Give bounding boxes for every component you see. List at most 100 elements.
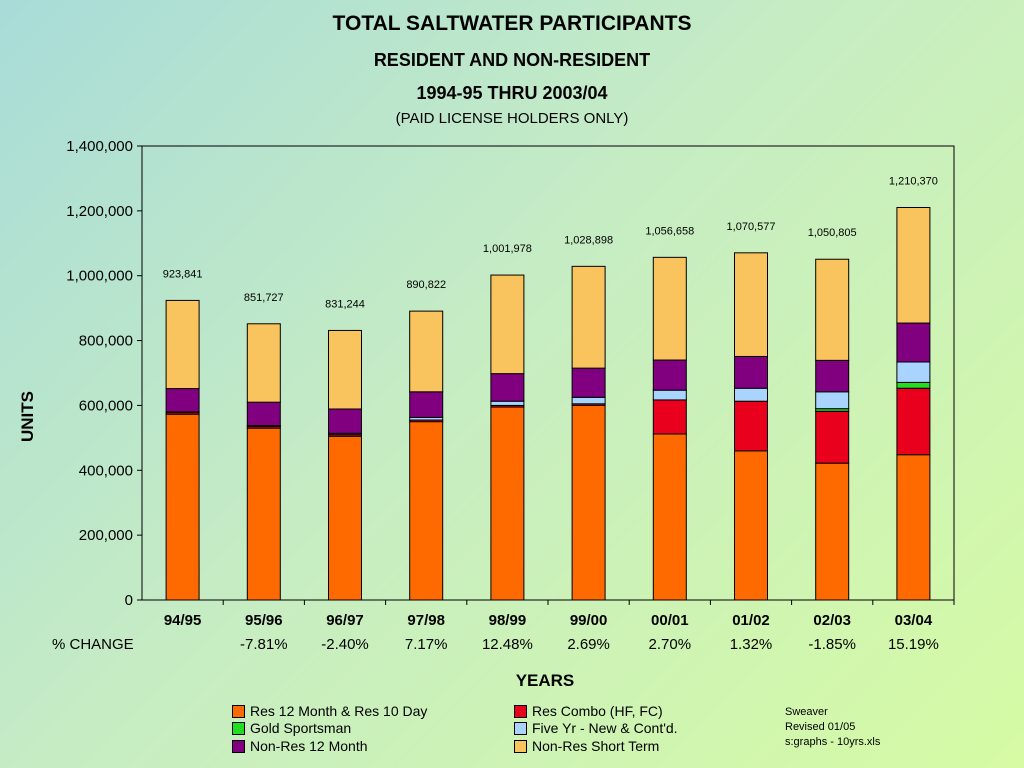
- bar-segment: [815, 462, 850, 601]
- legend-swatch: [232, 739, 245, 753]
- bar-segment: [896, 381, 931, 389]
- y-tick-label: 1,000,000: [66, 268, 133, 285]
- bar-segment: [328, 408, 362, 434]
- bar-segment: [734, 400, 768, 452]
- legend-item-res12: Res 12 Month & Res 10 Day: [232, 703, 427, 719]
- bar-total-label: 923,841: [163, 268, 203, 280]
- bar-segment: [815, 410, 850, 464]
- bar-segment: [165, 388, 200, 413]
- bar-segment: [815, 258, 850, 361]
- bar-segment: [815, 391, 850, 410]
- bar-segment: [490, 400, 525, 406]
- bar-total-label: 1,001,978: [483, 243, 532, 255]
- pct-change-value: 2.69%: [567, 636, 610, 653]
- y-tick-label: 0: [125, 592, 133, 609]
- bar-segment: [490, 406, 525, 601]
- bar-segment: [896, 387, 931, 456]
- legend-label: Res 12 Month & Res 10 Day: [250, 703, 428, 719]
- pct-change-value: 2.70%: [648, 636, 692, 653]
- bar-segment: [734, 387, 768, 402]
- x-tick-label: 99/00: [570, 612, 608, 629]
- bar-segment: [652, 389, 687, 401]
- x-tick-label: 01/02: [732, 612, 770, 629]
- y-tick-label: 800,000: [79, 333, 133, 350]
- legend-swatch: [232, 704, 245, 718]
- legend-item-rescombo: Res Combo (HF, FC): [514, 703, 663, 719]
- bar-segment: [896, 322, 931, 363]
- credit-author: Sweaver: [785, 706, 828, 718]
- bar-segment: [815, 359, 850, 393]
- bar-segment: [246, 401, 281, 427]
- bar-segment: [490, 373, 525, 402]
- bar-segment: [571, 404, 606, 601]
- bar-segment: [896, 454, 931, 601]
- legend-item-nonres12: Non-Res 12 Month: [232, 738, 368, 754]
- y-tick-label: 1,400,000: [66, 138, 133, 155]
- legend-label: Non-Res Short Term: [532, 738, 660, 754]
- bar-segment: [246, 427, 281, 601]
- pct-change-value: -2.40%: [321, 636, 369, 653]
- pct-change-value: -1.85%: [808, 636, 856, 653]
- pct-change-value: 12.48%: [481, 636, 533, 653]
- credit-note: Sweaver Revised 01/05 s:graphs - 10yrs.x…: [785, 705, 880, 750]
- legend-label: Five Yr - New & Cont'd.: [532, 720, 678, 736]
- bar-total-label: 851,727: [244, 292, 284, 304]
- y-tick-label: 400,000: [79, 462, 133, 479]
- bar-segment: [328, 329, 362, 410]
- pct-change-value: 7.17%: [404, 636, 448, 653]
- bar-segment: [328, 435, 362, 601]
- pct-change-value: -7.81%: [240, 636, 288, 653]
- x-tick-label: 00/01: [651, 612, 689, 629]
- x-tick-label: 95/96: [245, 612, 283, 629]
- chart-years-range: 1994-95 THRU 2003/04: [416, 83, 608, 103]
- legend-item-fiveyr: Five Yr - New & Cont'd.: [514, 720, 678, 736]
- bar-segment: [409, 391, 444, 418]
- bar-segment: [571, 367, 606, 398]
- legend-item-nonresshort: Non-Res Short Term: [514, 738, 659, 754]
- bar-segment: [165, 413, 200, 601]
- legend-label: Res Combo (HF, FC): [532, 703, 663, 719]
- bar-total-label: 831,244: [325, 298, 365, 310]
- legend-label: Non-Res 12 Month: [250, 738, 368, 754]
- pct-change-value: 1.32%: [729, 636, 773, 653]
- pct-change-value: 15.19%: [887, 636, 939, 653]
- bar-segment: [652, 399, 687, 435]
- x-tick-label: 96/97: [326, 612, 364, 629]
- legend-item-gold: Gold Sportsman: [232, 720, 351, 736]
- bar-segment: [490, 274, 525, 375]
- x-tick-label: 02/03: [813, 612, 851, 629]
- legend-swatch: [232, 721, 245, 735]
- bar-total-label: 1,028,898: [564, 234, 613, 246]
- bar-segment: [734, 252, 768, 357]
- bar-total-label: 1,056,658: [645, 225, 694, 237]
- bar-segment: [409, 421, 444, 601]
- y-axis-label: UNITS: [18, 391, 37, 442]
- chart-subtitle: RESIDENT AND NON-RESIDENT: [373, 50, 651, 70]
- bar-segment: [165, 299, 200, 390]
- bar-segment: [571, 265, 606, 369]
- credit-revised: Revised 01/05: [785, 721, 856, 733]
- y-tick-label: 200,000: [79, 527, 133, 544]
- legend-swatch: [514, 704, 527, 718]
- bar-segment: [571, 396, 606, 405]
- bar-total-label: 1,210,370: [889, 175, 938, 187]
- bar-segment: [246, 323, 281, 403]
- bar-segment: [652, 256, 687, 361]
- legend-swatch: [514, 721, 527, 735]
- x-tick-label: 97/98: [407, 612, 445, 629]
- x-tick-label: 03/04: [895, 612, 933, 629]
- bar-total-label: 1,070,577: [727, 221, 776, 233]
- legend-swatch: [514, 739, 527, 753]
- bar-segment: [652, 359, 687, 391]
- bar-segment: [896, 206, 931, 324]
- bar-segment: [652, 433, 687, 601]
- bar-segment: [734, 355, 768, 389]
- credit-source-file: s:graphs - 10yrs.xls: [785, 736, 881, 748]
- x-axis-label: YEARS: [515, 671, 575, 690]
- y-tick-label: 600,000: [79, 397, 133, 414]
- bar-segment: [409, 310, 444, 393]
- bar-segment: [734, 450, 768, 601]
- pct-change-label: % CHANGE: [52, 636, 134, 653]
- chart-note: (PAID LICENSE HOLDERS ONLY): [395, 110, 629, 127]
